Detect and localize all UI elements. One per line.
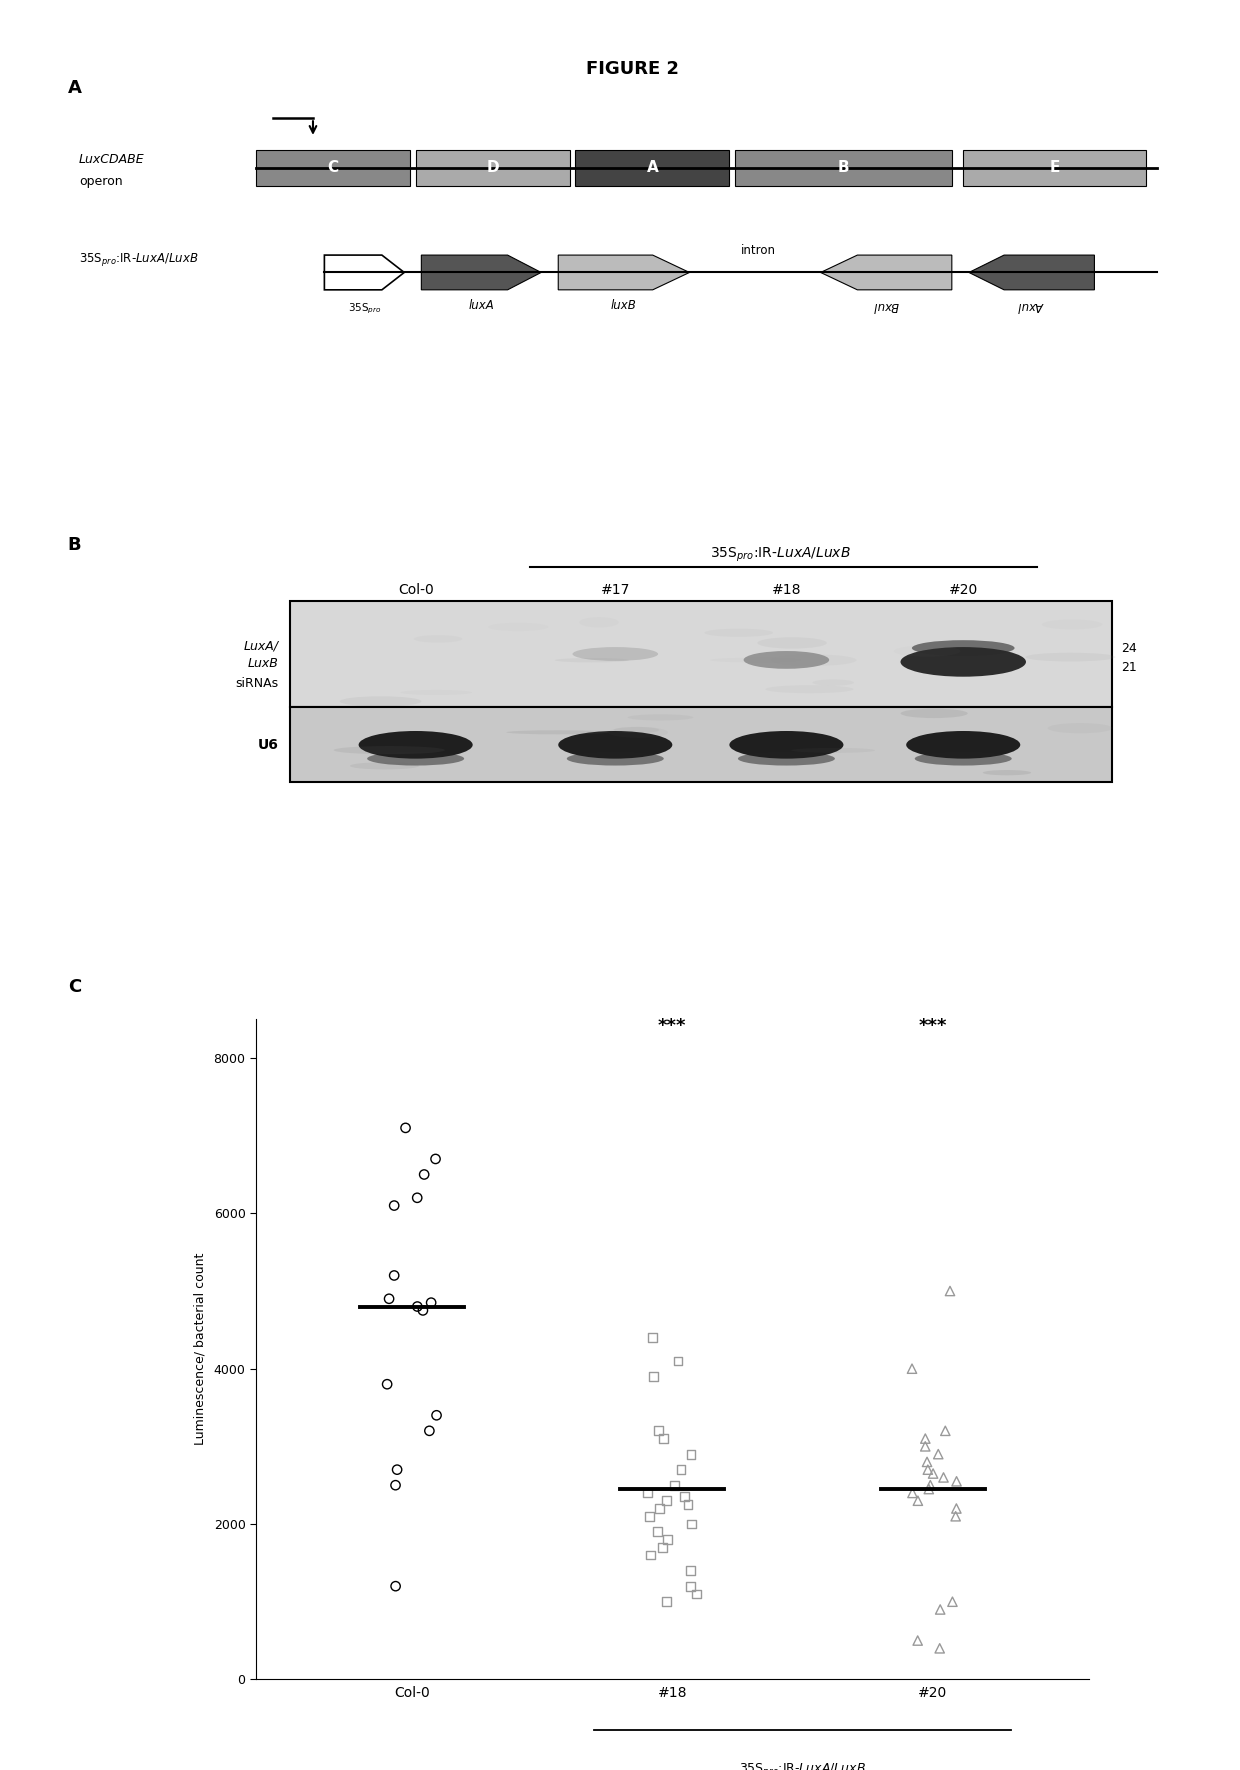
Text: LuxB: LuxB: [248, 657, 279, 671]
Ellipse shape: [367, 752, 464, 766]
Polygon shape: [558, 255, 689, 290]
Ellipse shape: [573, 648, 658, 660]
Ellipse shape: [1025, 653, 1116, 662]
Text: Axul: Axul: [1019, 299, 1044, 312]
Text: B: B: [68, 536, 82, 554]
Ellipse shape: [812, 680, 854, 685]
Text: #20: #20: [949, 582, 978, 596]
Ellipse shape: [758, 637, 827, 648]
Ellipse shape: [911, 641, 1014, 657]
Ellipse shape: [614, 727, 660, 733]
Ellipse shape: [567, 752, 663, 766]
Text: E: E: [1049, 161, 1060, 175]
Text: A: A: [646, 161, 658, 175]
Ellipse shape: [358, 731, 472, 759]
Ellipse shape: [791, 749, 875, 752]
Ellipse shape: [609, 727, 668, 738]
Text: luxB: luxB: [611, 299, 636, 312]
Text: U6: U6: [258, 738, 279, 752]
Ellipse shape: [765, 685, 853, 694]
Ellipse shape: [915, 752, 1012, 766]
Text: 35S$_{\mathit{pro}}$: 35S$_{\mathit{pro}}$: [347, 303, 381, 317]
Ellipse shape: [1048, 724, 1112, 733]
Bar: [735, 149, 952, 186]
Text: A: A: [68, 80, 82, 97]
Text: 24: 24: [1121, 641, 1136, 655]
Polygon shape: [821, 255, 952, 290]
Text: operon: operon: [79, 175, 123, 188]
Ellipse shape: [900, 648, 1025, 676]
Ellipse shape: [334, 745, 445, 754]
Text: C: C: [327, 161, 339, 175]
Ellipse shape: [340, 696, 422, 706]
Bar: [255, 149, 410, 186]
Ellipse shape: [414, 635, 463, 643]
Text: #17: #17: [600, 582, 630, 596]
Bar: [575, 149, 729, 186]
Text: 21: 21: [1121, 662, 1136, 674]
Ellipse shape: [554, 658, 629, 662]
Ellipse shape: [558, 731, 672, 759]
Text: intron: intron: [740, 244, 775, 257]
Ellipse shape: [906, 731, 1021, 759]
Text: FIGURE 2: FIGURE 2: [585, 60, 680, 78]
Polygon shape: [422, 255, 541, 290]
Ellipse shape: [729, 731, 843, 759]
Text: #18: #18: [771, 582, 801, 596]
Ellipse shape: [983, 770, 1032, 775]
Text: B: B: [838, 161, 849, 175]
Text: siRNAs: siRNAs: [236, 678, 279, 690]
Ellipse shape: [704, 628, 773, 637]
Text: C: C: [68, 977, 81, 997]
Bar: [963, 149, 1146, 186]
Text: LuxCDABE: LuxCDABE: [79, 152, 145, 166]
Text: 35S$_{\mathit{pro}}$:IR-$\mathit{LuxA/LuxB}$: 35S$_{\mathit{pro}}$:IR-$\mathit{LuxA/Lu…: [711, 545, 851, 563]
Ellipse shape: [506, 731, 609, 735]
Text: 35S$_{\mathit{pro}}$:IR-$\mathit{LuxA/LuxB}$: 35S$_{\mathit{pro}}$:IR-$\mathit{LuxA/Lu…: [79, 251, 198, 267]
Polygon shape: [325, 255, 404, 290]
Ellipse shape: [771, 655, 857, 666]
Text: Bxul: Bxul: [873, 299, 899, 312]
Bar: [290, 708, 1111, 782]
Ellipse shape: [738, 752, 835, 766]
Ellipse shape: [900, 708, 967, 719]
Polygon shape: [968, 255, 1095, 290]
Text: luxA: luxA: [469, 299, 494, 312]
Bar: [415, 149, 569, 186]
Ellipse shape: [744, 651, 830, 669]
Text: LuxA/: LuxA/: [244, 639, 279, 653]
Text: Col-0: Col-0: [398, 582, 434, 596]
Text: D: D: [486, 161, 498, 175]
Ellipse shape: [350, 763, 419, 770]
Bar: [290, 600, 1111, 708]
Ellipse shape: [627, 715, 693, 720]
